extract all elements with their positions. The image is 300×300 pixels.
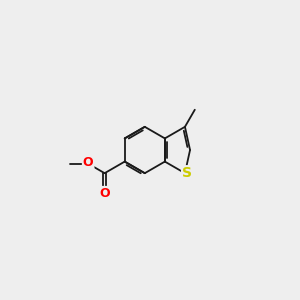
- Text: O: O: [99, 187, 110, 200]
- Text: O: O: [83, 156, 94, 169]
- Text: S: S: [182, 166, 192, 180]
